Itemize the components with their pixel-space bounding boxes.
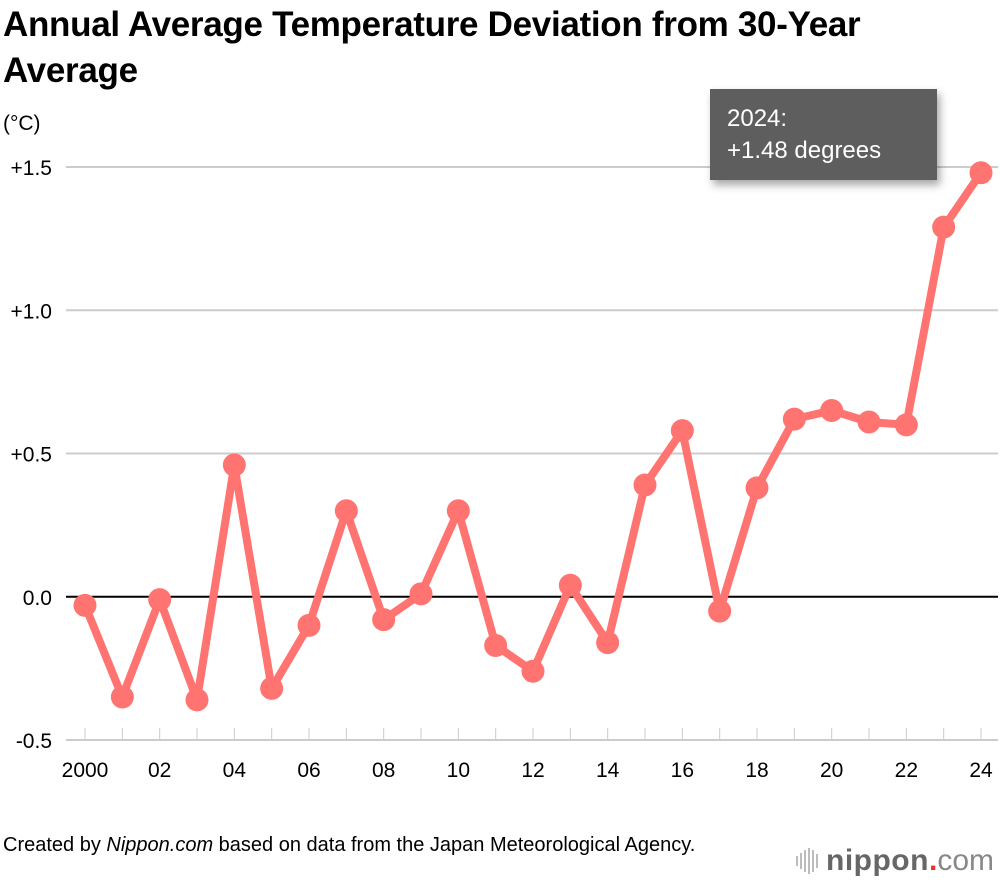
x-tick-label: 04 bbox=[223, 759, 247, 782]
x-tick-label: 02 bbox=[148, 759, 171, 782]
x-tick-label: 06 bbox=[297, 759, 320, 782]
logo-dot: . bbox=[928, 844, 938, 877]
data-point-2007 bbox=[334, 499, 358, 523]
x-tick-label: 16 bbox=[671, 759, 694, 782]
series-line bbox=[81, 168, 985, 704]
data-point-2024 bbox=[969, 161, 993, 185]
x-tick-label: 20 bbox=[820, 759, 843, 782]
data-point-2022 bbox=[894, 413, 918, 437]
y-tick-label: +0.5 bbox=[11, 444, 52, 467]
data-point-2016 bbox=[670, 419, 694, 443]
data-point-2021 bbox=[857, 410, 881, 434]
data-point-2005 bbox=[260, 676, 284, 700]
x-tick-label: 12 bbox=[521, 759, 544, 782]
data-point-2013 bbox=[558, 573, 582, 597]
x-tick-label: 22 bbox=[895, 759, 918, 782]
chart-title: Annual Average Temperature Deviation fro… bbox=[3, 5, 861, 90]
data-point-2023 bbox=[932, 215, 956, 239]
data-point-2015 bbox=[633, 473, 657, 497]
x-tick-label: 24 bbox=[969, 759, 993, 782]
data-point-2002 bbox=[148, 588, 172, 612]
y-tick-labels: -0.5 0.0 +0.5 +1.0 +1.5 bbox=[11, 157, 52, 753]
y-tick-label: +1.0 bbox=[11, 300, 52, 323]
data-point-2019 bbox=[782, 407, 806, 431]
y-tick-label: 0.0 bbox=[23, 587, 52, 610]
data-point-2009 bbox=[409, 582, 433, 606]
x-tick-label: 14 bbox=[596, 759, 620, 782]
y-axis-unit: (°C) bbox=[3, 112, 41, 135]
annotation-value: +1.48 degrees bbox=[727, 137, 882, 164]
y-tick-label: -0.5 bbox=[16, 730, 52, 753]
x-tick-label: 18 bbox=[745, 759, 768, 782]
x-tick-label: 08 bbox=[372, 759, 395, 782]
data-points bbox=[73, 161, 993, 712]
annotation-year: 2024: bbox=[727, 105, 788, 132]
data-point-2012 bbox=[521, 659, 545, 683]
credit-suffix: based on data from the Japan Meteorologi… bbox=[213, 834, 696, 856]
data-point-2020 bbox=[820, 399, 844, 423]
credit-prefix: Created by bbox=[3, 834, 107, 856]
data-point-2003 bbox=[185, 688, 209, 712]
data-point-2006 bbox=[297, 613, 321, 637]
data-point-2000 bbox=[73, 593, 97, 617]
data-point-2008 bbox=[372, 608, 396, 632]
x-tick-labels: 2000 02 04 06 08 10 12 14 16 18 20 22 24 bbox=[62, 759, 993, 782]
logo-brand: nippon bbox=[826, 844, 929, 877]
x-tick-label: 2000 bbox=[62, 759, 109, 782]
data-point-2010 bbox=[446, 499, 470, 523]
credit-brand: Nippon.com bbox=[106, 834, 214, 856]
x-tick-label: 10 bbox=[447, 759, 470, 782]
annotation-tooltip: 2024: +1.48 degrees bbox=[710, 89, 937, 180]
logo-tld: com bbox=[937, 844, 994, 877]
data-point-2001 bbox=[110, 685, 134, 709]
data-point-2004 bbox=[222, 453, 246, 477]
source-credit: Created by Nippon.com based on data from… bbox=[3, 832, 695, 859]
data-point-2017 bbox=[708, 599, 732, 623]
data-point-2014 bbox=[596, 631, 620, 655]
sound-wave-icon bbox=[796, 848, 818, 874]
data-point-2018 bbox=[745, 476, 769, 500]
y-tick-label: +1.5 bbox=[11, 157, 52, 180]
data-point-2011 bbox=[484, 633, 508, 657]
nippon-logo: nippon. com bbox=[796, 844, 994, 878]
series-path bbox=[81, 168, 985, 704]
